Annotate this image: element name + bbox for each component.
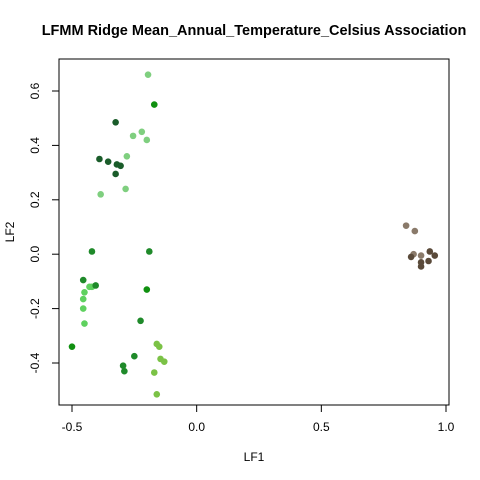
data-points: [68, 71, 439, 398]
data-point: [417, 252, 425, 259]
data-point: [417, 263, 425, 270]
x-tick-label: -0.5: [62, 420, 83, 434]
data-point: [112, 170, 119, 178]
data-point: [81, 320, 88, 327]
x-tick-label: 1.0: [438, 420, 455, 434]
data-point: [81, 288, 88, 296]
data-point: [68, 343, 76, 350]
data-point: [425, 257, 432, 265]
data-point: [431, 252, 439, 259]
data-point: [79, 305, 87, 312]
data-point: [129, 132, 137, 140]
data-point: [119, 362, 127, 370]
y-tick-label: -0.2: [28, 298, 42, 319]
y-tick-label: 0.2: [28, 191, 42, 208]
data-point: [104, 158, 112, 166]
data-point: [150, 101, 158, 108]
data-point: [122, 185, 129, 193]
data-point: [96, 155, 103, 163]
data-point: [402, 222, 410, 229]
data-point: [160, 358, 168, 365]
y-tick-label: 0.0: [28, 246, 42, 263]
chart-title: LFMM Ridge Mean_Annual_Temperature_Celsi…: [42, 23, 467, 39]
data-point: [112, 118, 119, 126]
data-point: [411, 227, 419, 235]
data-point: [145, 248, 153, 255]
y-axis: -0.4 -0.2 0.0 0.2 0.4 0.6: [28, 82, 60, 373]
x-tick-label: 0.0: [188, 420, 205, 434]
data-point: [143, 136, 151, 144]
data-point: [131, 352, 138, 360]
data-point: [79, 276, 87, 284]
data-point: [407, 253, 415, 261]
data-point: [97, 191, 104, 198]
y-tick-label: 0.4: [28, 137, 42, 154]
data-point: [144, 71, 152, 78]
x-tick-label: 0.5: [313, 420, 330, 434]
data-point: [150, 369, 158, 376]
data-point: [117, 162, 124, 170]
data-point: [121, 367, 128, 375]
data-point: [155, 343, 163, 350]
x-axis: -0.5 0.0 0.5 1.0: [62, 404, 455, 434]
y-tick-label: 0.6: [28, 82, 42, 99]
data-point: [426, 248, 434, 255]
data-point: [88, 248, 96, 255]
data-point: [153, 390, 161, 398]
y-tick-label: -0.4: [28, 352, 42, 373]
data-point: [79, 295, 87, 303]
x-axis-label: LF1: [244, 450, 265, 464]
data-point: [123, 152, 131, 160]
plot-frame: [58, 58, 450, 406]
data-point: [92, 282, 99, 289]
y-axis-label: LF2: [3, 221, 17, 242]
data-point: [138, 128, 146, 136]
data-point: [143, 286, 151, 293]
data-point: [137, 317, 144, 325]
